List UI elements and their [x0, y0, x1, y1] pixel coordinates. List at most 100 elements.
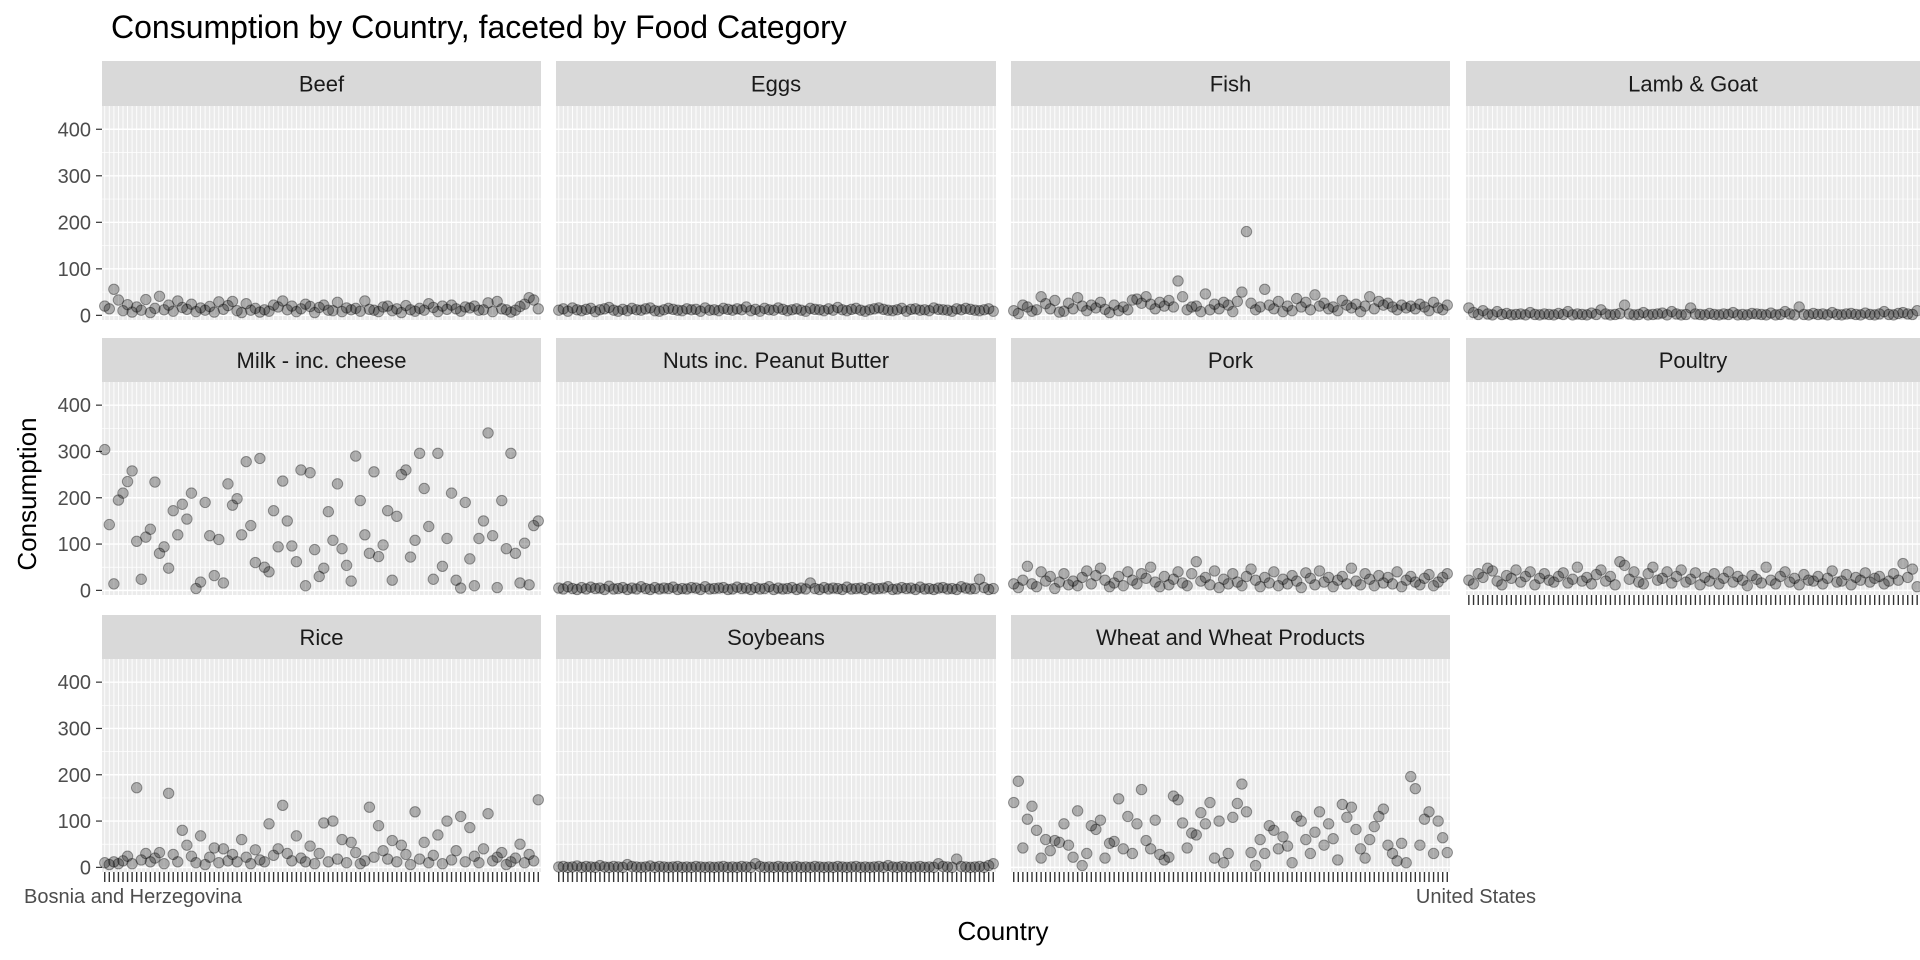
- data-point: [1140, 291, 1152, 303]
- data-point: [1363, 291, 1376, 303]
- data-point: [1363, 833, 1376, 846]
- data-point: [1793, 301, 1805, 313]
- facet-strip: [556, 615, 996, 659]
- data-point: [404, 304, 417, 316]
- data-point: [1222, 578, 1234, 590]
- data-point: [158, 541, 170, 553]
- y-tick-label: 200: [58, 212, 91, 234]
- data-point: [777, 861, 789, 873]
- data-point: [1254, 580, 1266, 593]
- data-point: [1543, 308, 1555, 321]
- data-point: [1590, 568, 1602, 581]
- data-point: [336, 542, 348, 555]
- facet-strip: [102, 615, 541, 659]
- data-point: [377, 845, 389, 857]
- data-point: [263, 305, 275, 317]
- data-point: [1026, 578, 1038, 590]
- data-point: [1350, 298, 1362, 310]
- data-point: [1008, 304, 1020, 317]
- data-point: [1557, 567, 1569, 579]
- data-point: [694, 583, 707, 596]
- data-point: [213, 296, 225, 308]
- data-point: [126, 306, 138, 318]
- data-point: [1472, 308, 1484, 321]
- data-point: [482, 807, 494, 820]
- data-point: [1382, 297, 1394, 309]
- data-point: [418, 482, 430, 495]
- panel-background: [1466, 382, 1920, 595]
- data-point: [626, 302, 638, 315]
- data-point: [1049, 834, 1061, 847]
- data-point: [194, 576, 207, 588]
- panel-background: [1011, 106, 1450, 320]
- data-point: [818, 581, 830, 594]
- data-point: [1039, 575, 1052, 587]
- data-point: [1149, 576, 1161, 588]
- data-point: [350, 450, 362, 462]
- data-point: [1377, 577, 1390, 589]
- data-point: [1699, 571, 1711, 584]
- data-point: [1647, 308, 1659, 321]
- data-point: [240, 455, 252, 468]
- data-point: [381, 853, 394, 865]
- facet-wheat-and-wheat-products: Wheat and Wheat Products: [1008, 615, 1453, 882]
- data-point: [1236, 580, 1248, 592]
- data-point: [1812, 308, 1824, 321]
- data-point: [722, 861, 734, 874]
- data-point: [1717, 572, 1730, 585]
- data-point: [598, 861, 611, 873]
- data-point: [1076, 859, 1088, 872]
- data-point: [612, 582, 624, 595]
- facet-eggs: Eggs: [553, 61, 999, 320]
- data-point: [135, 573, 147, 585]
- data-point: [1595, 304, 1607, 316]
- data-point: [708, 861, 720, 874]
- data-point: [781, 304, 794, 317]
- data-point: [121, 850, 134, 862]
- data-point: [905, 303, 917, 315]
- data-point: [960, 582, 972, 594]
- data-point: [1272, 295, 1285, 308]
- data-point: [1708, 308, 1720, 321]
- data-point: [745, 861, 757, 874]
- data-point: [1286, 569, 1298, 582]
- data-point: [1158, 570, 1171, 583]
- data-point: [1840, 568, 1853, 581]
- data-point: [1680, 308, 1692, 321]
- data-point: [509, 852, 522, 864]
- data-point: [486, 855, 499, 867]
- data-point: [1510, 308, 1522, 321]
- data-point: [1614, 307, 1626, 320]
- data-point: [1599, 575, 1612, 587]
- data-point: [295, 852, 307, 864]
- data-point: [786, 304, 798, 316]
- data-point: [1741, 309, 1753, 321]
- data-point: [1090, 823, 1102, 836]
- data-point: [162, 562, 175, 574]
- data-point: [308, 306, 321, 319]
- data-point: [1090, 569, 1102, 582]
- data-point: [800, 583, 812, 595]
- data-point: [1295, 815, 1307, 827]
- data-point: [505, 306, 517, 318]
- data-point: [914, 581, 926, 593]
- data-point: [1322, 818, 1335, 830]
- data-point: [181, 303, 193, 315]
- data-point: [676, 861, 688, 874]
- data-point: [345, 836, 357, 849]
- data-point: [1576, 308, 1588, 321]
- data-point: [1883, 308, 1895, 321]
- data-point: [395, 306, 408, 319]
- data-point: [873, 860, 885, 873]
- data-point: [1524, 566, 1536, 578]
- data-point: [295, 464, 307, 476]
- data-point: [450, 845, 462, 857]
- data-point: [363, 547, 376, 560]
- data-point: [199, 858, 211, 871]
- data-point: [1144, 843, 1157, 855]
- data-point: [1400, 857, 1412, 869]
- data-point: [1254, 833, 1266, 846]
- data-point: [575, 581, 588, 594]
- data-point: [140, 293, 152, 306]
- data-point: [850, 860, 862, 873]
